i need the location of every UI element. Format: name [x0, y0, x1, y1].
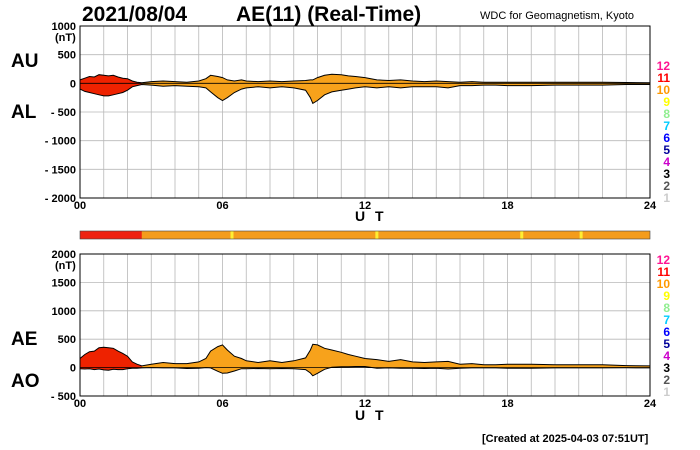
y-tick-label: - 500: [51, 107, 76, 119]
y-tick-label: 2000: [52, 249, 76, 261]
bottom-unit-label: (nT): [55, 260, 76, 272]
x-tick-label: 12: [359, 200, 371, 212]
y-tick-label: 500: [58, 334, 76, 346]
legend-item-1: 1: [663, 191, 670, 205]
status-bar-marker: [375, 231, 379, 239]
legend-item-8: 8: [663, 107, 670, 121]
status-bar-marker: [520, 231, 524, 239]
top-x-axis-label: U T: [355, 208, 387, 224]
ae-label: AE: [11, 329, 38, 350]
legend-item-4: 4: [663, 349, 670, 363]
source-org: WDC for Geomagnetism, Kyoto: [480, 10, 635, 22]
legend-item-6: 6: [663, 325, 670, 339]
y-tick-label: 1000: [52, 306, 76, 318]
legend-item-6: 6: [663, 131, 670, 145]
legend-item-9: 9: [663, 95, 670, 109]
x-tick-label: 24: [644, 200, 657, 212]
top-unit-label: (nT): [55, 32, 76, 44]
x-tick-label: 00: [74, 200, 86, 212]
legend-item-11: 11: [657, 71, 670, 85]
plot-frame: [79, 253, 651, 397]
legend-item-7: 7: [663, 119, 670, 133]
legend-item-9: 9: [663, 289, 670, 303]
legend-item-5: 5: [663, 337, 670, 351]
legend-item-4: 4: [663, 155, 670, 169]
legend-item-2: 2: [663, 373, 670, 387]
status-bar-marker: [230, 231, 234, 239]
x-tick-label: 24: [644, 398, 657, 410]
legend-item-2: 2: [663, 179, 670, 193]
status-bar-main: [80, 231, 650, 239]
status-bar-frame: [79, 230, 651, 240]
y-tick-label: 0: [70, 363, 76, 375]
series-line-lower: [79, 83, 650, 105]
series-line-lower: [79, 366, 651, 377]
legend-item-10: 10: [656, 277, 670, 291]
x-tick-label: 06: [216, 200, 228, 212]
legend-item-12: 12: [656, 59, 670, 73]
legend-item-1: 1: [663, 385, 670, 399]
series-line-upper: [79, 343, 651, 367]
y-tick-label: 500: [58, 50, 76, 62]
y-tick-label: 1500: [52, 277, 76, 289]
legend-item-3: 3: [663, 167, 670, 181]
x-tick-label: 00: [74, 398, 86, 410]
chart-title: AE(11) (Real-Time): [236, 3, 422, 26]
y-tick-label: - 1500: [45, 164, 76, 176]
legend-item-3: 3: [663, 361, 670, 375]
y-tick-label: - 1000: [45, 136, 76, 148]
series-area: [80, 74, 650, 104]
x-tick-label: 18: [501, 200, 513, 212]
legend-item-8: 8: [663, 301, 670, 315]
legend-item-12: 12: [656, 253, 670, 267]
created-timestamp: [Created at 2025-04-03 07:51UT]: [482, 433, 649, 445]
legend-item-7: 7: [663, 313, 670, 327]
y-tick-label: - 500: [51, 391, 76, 403]
legend-item-11: 11: [657, 265, 670, 279]
x-tick-label: 06: [216, 398, 228, 410]
early-highlight: [80, 344, 142, 376]
y-tick-label: 0: [70, 78, 76, 90]
x-tick-label: 18: [501, 398, 513, 410]
chart-date: 2021/08/04: [82, 3, 188, 26]
plot-frame: [79, 25, 651, 199]
au-label: AU: [11, 51, 39, 72]
series-line-upper: [79, 73, 651, 84]
y-tick-label: - 2000: [45, 193, 76, 205]
ao-label: AO: [11, 371, 40, 392]
status-bar-early: [80, 231, 142, 239]
legend-item-10: 10: [656, 83, 670, 97]
x-tick-label: 12: [359, 398, 371, 410]
bottom-x-axis-label: U T: [355, 407, 387, 423]
al-label: AL: [11, 102, 37, 123]
y-tick-label: 1000: [52, 21, 76, 33]
status-bar-marker: [579, 231, 583, 239]
data-status-bar: [79, 230, 651, 240]
legend-item-5: 5: [663, 143, 670, 157]
